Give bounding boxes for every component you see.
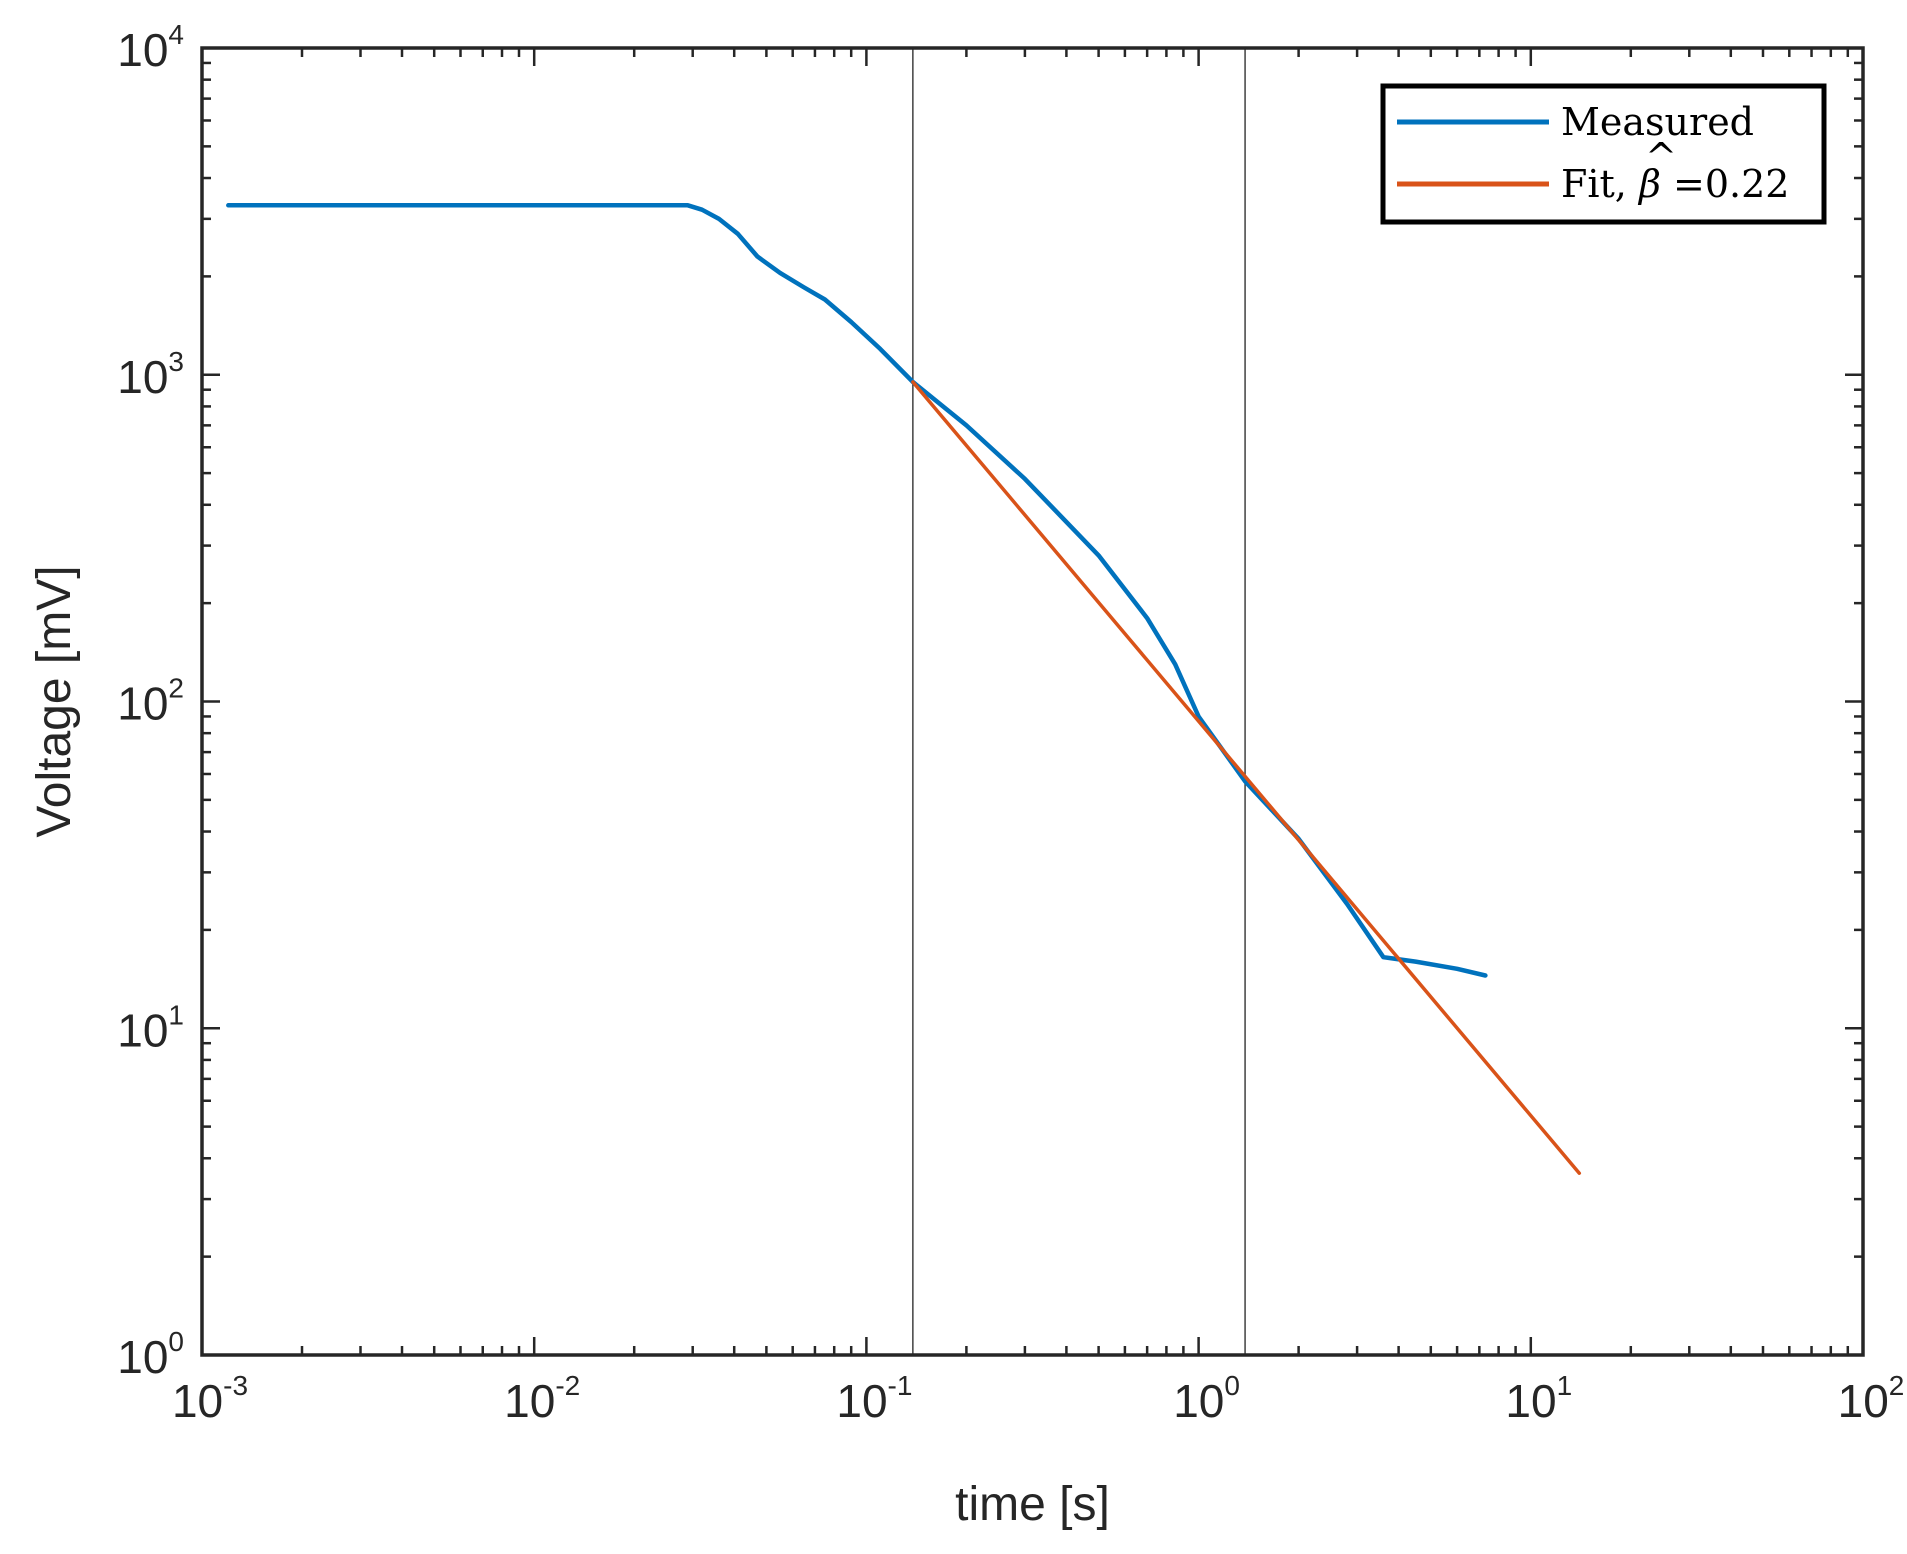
legend-label-measured: Measured [1561,100,1754,144]
legend-box [1380,83,1827,225]
x-tick-label: 101 [1505,1370,1572,1427]
x-tick-label: 10-3 [172,1370,248,1427]
tick-labels: 10-3 10-2 10-1 100 101 102 100 101 102 103 104 [117,19,1904,1427]
x-tick-label: 10-2 [504,1370,580,1427]
x-tick-label: 102 [1838,1370,1905,1427]
y-tick-label: 102 [117,673,184,730]
series-line-fit [911,380,1582,1175]
x-axis-label: time [s] [955,1478,1110,1531]
axis-labels: time [s] Voltage [mV] [28,565,1110,1531]
legend-label-fit: Fit, β =0.22 [1561,162,1789,206]
legend-hat-symbol: ^ [1645,135,1677,179]
y-tick-label: 101 [117,999,184,1056]
series-line-measured [226,203,1488,978]
x-tick-label: 100 [1173,1370,1240,1427]
reference-lines [912,48,1246,1355]
legend: Measured Fit, β =0.22^ [1380,83,1827,225]
y-tick-label: 104 [117,19,184,76]
x-tick-label: 10-1 [836,1370,912,1427]
y-tick-label: 103 [117,346,184,403]
y-axis-label: Voltage [mV] [28,565,81,837]
axes [200,46,1865,1357]
series-layer [226,203,1582,1175]
axes-box [200,46,1865,1357]
y-tick-label: 100 [117,1326,184,1383]
tick-marks [200,46,1865,1357]
